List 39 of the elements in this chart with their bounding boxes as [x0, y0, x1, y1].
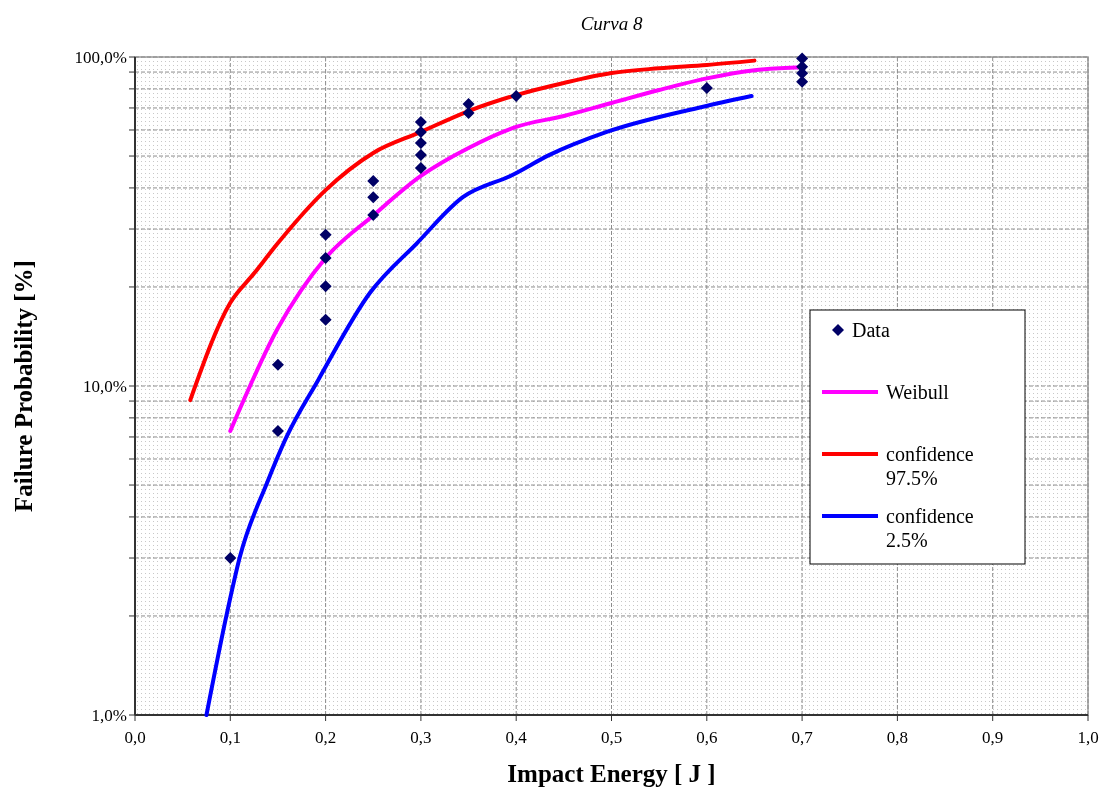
- point: [414, 161, 427, 174]
- y-tick-label: 10,0%: [83, 376, 127, 396]
- point: [700, 81, 713, 94]
- x-tick-label: 1,0: [1077, 728, 1099, 747]
- x-axis-title: Impact Energy [ J ]: [507, 760, 716, 787]
- point: [224, 552, 237, 565]
- x-tick-label: 0,7: [791, 728, 814, 747]
- legend-label: confidence 2.5%: [886, 505, 974, 551]
- x-tick-label: 0,8: [886, 728, 909, 747]
- point: [319, 313, 332, 326]
- point: [271, 358, 284, 371]
- x-tick-label: 0,6: [696, 728, 718, 747]
- point: [462, 97, 475, 110]
- x-tick-label: 0,1: [219, 728, 241, 747]
- x-tick-label: 0,3: [410, 728, 432, 747]
- point: [319, 280, 332, 293]
- chart-title: Curva 8: [580, 13, 643, 34]
- point: [367, 208, 380, 221]
- point: [367, 174, 380, 187]
- point: [271, 424, 284, 437]
- x-tick-label: 0,4: [505, 728, 528, 747]
- legend-label: confidence 97.5%: [886, 443, 974, 489]
- line-series: [204, 94, 754, 717]
- point: [510, 90, 523, 103]
- x-tick-label: 0,5: [600, 728, 623, 747]
- x-tick-label: 0,0: [124, 728, 146, 747]
- line-series: [188, 58, 757, 403]
- point: [319, 251, 332, 264]
- point: [367, 191, 380, 204]
- x-tick-label: 0,2: [314, 728, 337, 747]
- legend-label: Data: [852, 319, 890, 341]
- y-tick-label: 1,0%: [91, 705, 127, 725]
- y-tick-label: 100,0%: [74, 47, 127, 67]
- x-tick-label: 0,9: [982, 728, 1004, 747]
- point: [414, 136, 427, 149]
- legend-label: Weibull: [886, 381, 950, 403]
- point: [319, 228, 332, 241]
- y-axis-title: Failure Probability [%]: [10, 260, 37, 512]
- point: [414, 148, 427, 161]
